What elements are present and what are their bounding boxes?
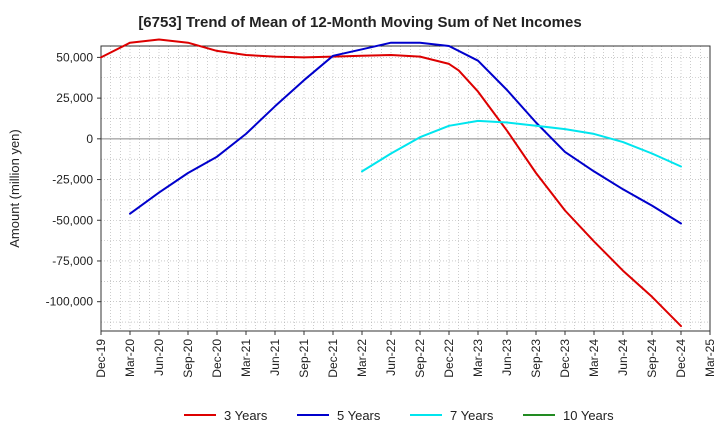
y-axis-label: Amount (million yen)	[7, 129, 22, 248]
x-tick-label: Sep-22	[413, 339, 427, 378]
x-tick-label: Dec-23	[558, 339, 572, 378]
x-tick-label: Sep-20	[181, 339, 195, 378]
y-tick-label: 0	[86, 132, 93, 146]
x-tick-label: Dec-20	[210, 339, 224, 378]
y-tick-label: -25,000	[52, 173, 93, 187]
legend-label: 10 Years	[563, 408, 614, 423]
x-tick-label: Dec-21	[326, 339, 340, 378]
y-tick-label: -50,000	[52, 213, 93, 227]
x-tick-label: Mar-24	[587, 339, 601, 377]
x-tick-label: Sep-21	[297, 339, 311, 378]
x-tick-label: Mar-25	[703, 339, 717, 377]
legend-label: 7 Years	[450, 408, 494, 423]
y-tick-label: -100,000	[46, 295, 94, 309]
x-tick-label: Dec-19	[94, 339, 108, 378]
y-tick-label: 50,000	[56, 50, 93, 64]
chart-title: [6753] Trend of Mean of 12-Month Moving …	[138, 14, 582, 31]
x-tick-label: Mar-22	[355, 339, 369, 377]
legend-label: 5 Years	[337, 408, 381, 423]
x-tick-label: Dec-24	[674, 339, 688, 378]
x-tick-label: Dec-22	[442, 339, 456, 378]
x-tick-label: Sep-23	[529, 339, 543, 378]
x-tick-label: Sep-24	[645, 339, 659, 378]
x-tick-label: Mar-20	[123, 339, 137, 377]
x-tick-label: Jun-24	[616, 339, 630, 376]
y-tick-label: 25,000	[56, 91, 93, 105]
legend-label: 3 Years	[224, 408, 268, 423]
y-tick-label: -75,000	[52, 254, 93, 268]
plot-frame	[100, 45, 711, 332]
series-line-3-years	[100, 38, 682, 328]
x-tick-label: Jun-22	[384, 339, 398, 376]
x-tick-label: Jun-21	[268, 339, 282, 376]
series-line-5-years	[129, 41, 682, 225]
x-tick-label: Mar-23	[471, 339, 485, 377]
series-line-7-years	[361, 119, 682, 173]
x-tick-label: Mar-21	[239, 339, 253, 377]
x-tick-label: Jun-23	[500, 339, 514, 376]
x-tick-label: Jun-20	[152, 339, 166, 376]
